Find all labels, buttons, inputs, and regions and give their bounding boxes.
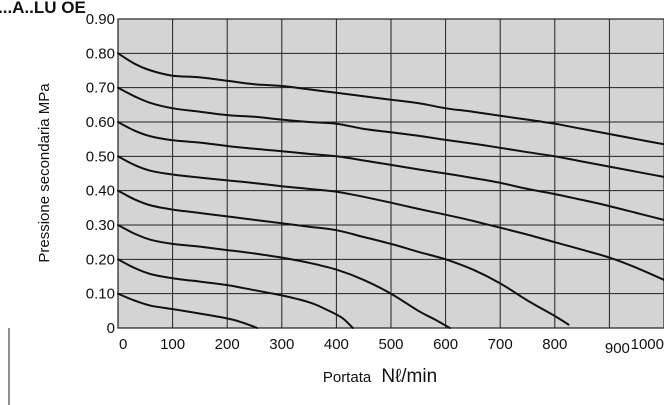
series-line-3 [117,155,664,281]
y-tick-label-2: 0.20 [86,251,115,268]
x-tick-label-6: 600 [433,336,458,353]
y-tick-labels: 0 0.10 0.20 0.30 0.40 0.50 0.60 0.70 0.80 0.90 [86,11,115,337]
chart-title: ...A..LU OE [0,0,86,17]
grid [117,18,664,329]
y-tick-label-7: 0.70 [86,80,115,97]
series-layer [117,52,664,329]
x-axis-label: Portata [323,369,372,386]
x-tick-label-2: 200 [215,336,240,353]
y-tick-label-1: 0.10 [86,286,115,303]
y-tick-label-8: 0.80 [86,45,115,62]
series-line-5 [117,224,451,329]
series-line-7 [117,292,259,329]
y-tick-label-3: 0.30 [86,217,115,234]
series-line-4 [117,189,570,326]
y-tick-label-6: 0.60 [86,114,115,131]
series-line-0 [117,52,664,146]
x-tick-label-7: 700 [488,336,513,353]
x-tick-label-9: 900 [605,340,630,357]
x-tick-label-1: 100 [160,336,185,353]
x-tick-label-5: 500 [378,336,403,353]
y-tick-label-5: 0.50 [86,148,115,165]
plot-frame [117,18,664,329]
series-line-1 [117,86,664,178]
x-tick-labels: 0 100 200 300 400 500 600 700 800 900 1000 [119,336,664,357]
x-tick-label-4: 400 [324,336,349,353]
x-tick-label-0: 0 [119,336,127,353]
series-line-2 [117,121,664,221]
x-axis-title: Portata Nℓ/min [323,366,437,387]
x-tick-label-3: 300 [269,336,294,353]
x-tick-label-8: 800 [542,336,567,353]
y-tick-label-0: 0 [107,320,115,337]
y-axis-title: Pressione secondaria MPa [36,83,53,263]
x-tick-label-10: 1000 [631,336,664,353]
x-axis-unit: Nℓ/min [381,366,437,387]
y-tick-label-4: 0.40 [86,183,115,200]
y-tick-label-9: 0.90 [86,11,115,28]
series-line-6 [117,258,354,329]
